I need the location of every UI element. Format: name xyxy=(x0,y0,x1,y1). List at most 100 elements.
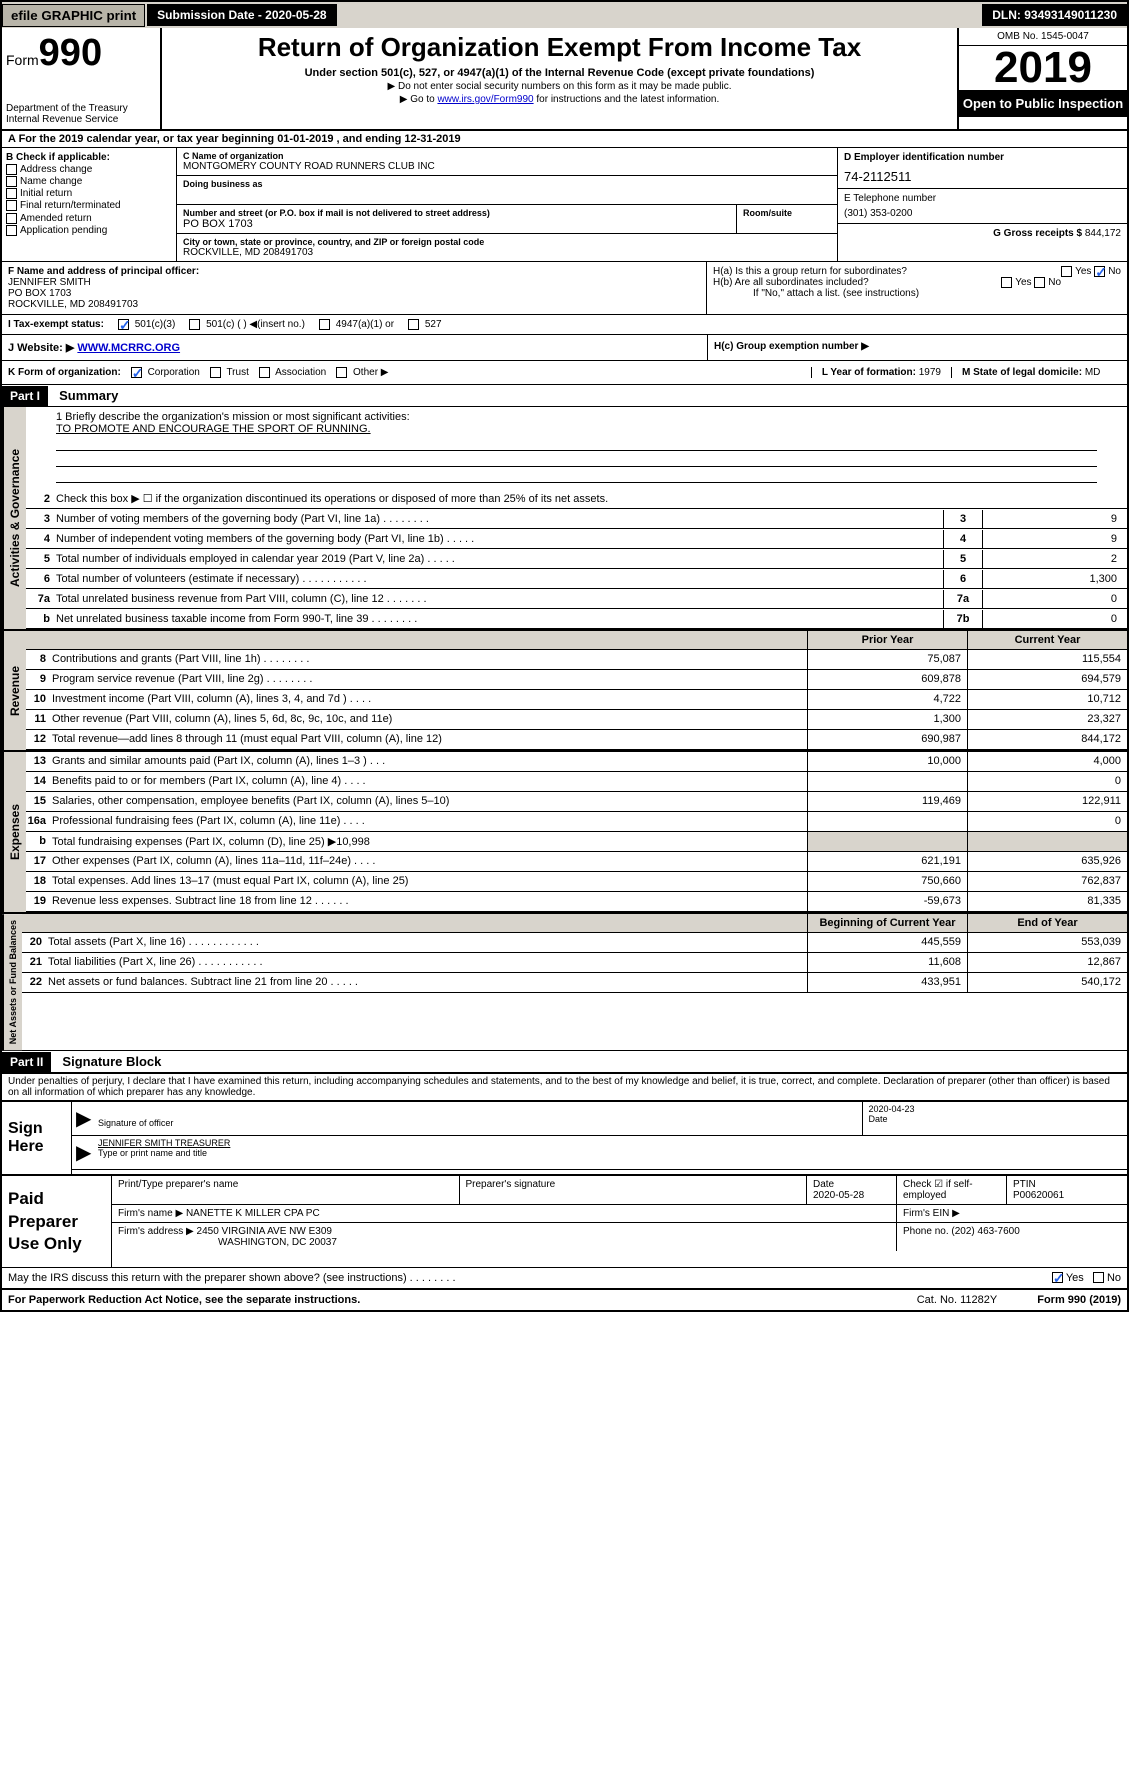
period-row: A For the 2019 calendar year, or tax yea… xyxy=(2,131,1127,148)
note-post: for instructions and the latest informat… xyxy=(534,94,720,105)
checkbox-irs-no[interactable] xyxy=(1093,1272,1104,1283)
checkbox-ha-no[interactable]: ✓ xyxy=(1094,266,1105,277)
data-line: 11Other revenue (Part VIII, column (A), … xyxy=(26,710,1127,730)
print-name-label: Type or print name and title xyxy=(98,1148,1121,1158)
preparer-name-label: Print/Type preparer's name xyxy=(112,1176,460,1204)
street-label: Number and street (or P.O. box if mail i… xyxy=(183,208,730,218)
part-i-header: Part I Summary xyxy=(2,385,1127,407)
l-label: L Year of formation: xyxy=(822,367,916,378)
prep-date-label: Date xyxy=(813,1179,834,1190)
block-c: C Name of organization MONTGOMERY COUNTY… xyxy=(177,148,837,261)
checkbox-corporation[interactable]: ✓ xyxy=(131,367,142,378)
m-label: M State of legal domicile: xyxy=(962,367,1082,378)
checkbox-initial-return[interactable] xyxy=(6,188,17,199)
tax-status-label: I Tax-exempt status: xyxy=(8,319,104,330)
checkbox-amended[interactable] xyxy=(6,213,17,224)
officer-name: JENNIFER SMITH xyxy=(8,277,700,288)
checkbox-association[interactable] xyxy=(259,367,270,378)
h-a-label: H(a) Is this a group return for subordin… xyxy=(713,266,907,277)
checkbox-501c3[interactable]: ✓ xyxy=(118,319,129,330)
data-line: 21Total liabilities (Part X, line 26) . … xyxy=(22,953,1127,973)
net-assets-section: Net Assets or Fund Balances Beginning of… xyxy=(2,914,1127,1051)
instructions-note: ▶ Go to www.irs.gov/Form990 for instruct… xyxy=(170,94,949,105)
officer-addr2: ROCKVILLE, MD 208491703 xyxy=(8,299,700,310)
block-f-h: F Name and address of principal officer:… xyxy=(2,262,1127,385)
data-line: 12Total revenue—add lines 8 through 11 (… xyxy=(26,730,1127,750)
ein-value: 74-2112511 xyxy=(844,169,1121,184)
form-container: efile GRAPHIC print Submission Date - 20… xyxy=(0,0,1129,1312)
part-ii-title: Signature Block xyxy=(54,1051,169,1072)
checkbox-ha-yes[interactable] xyxy=(1061,266,1072,277)
data-line: 19Revenue less expenses. Subtract line 1… xyxy=(26,892,1127,912)
label-final-return: Final return/terminated xyxy=(20,201,121,212)
form-header: Form990 Department of the Treasury Inter… xyxy=(2,28,1127,131)
officer-print-name: JENNIFER SMITH TREASURER xyxy=(98,1138,1121,1148)
paid-preparer-block: Paid Preparer Use Only Print/Type prepar… xyxy=(2,1174,1127,1266)
checkbox-527[interactable] xyxy=(408,319,419,330)
prep-date: 2020-05-28 xyxy=(813,1190,864,1201)
data-line: 13Grants and similar amounts paid (Part … xyxy=(26,752,1127,772)
firm-addr2: WASHINGTON, DC 20037 xyxy=(118,1237,337,1248)
summary-line: 6Total number of volunteers (estimate if… xyxy=(26,569,1127,589)
checkbox-other[interactable] xyxy=(336,367,347,378)
summary-line: 3Number of voting members of the governi… xyxy=(26,509,1127,529)
summary-line: 4Number of independent voting members of… xyxy=(26,529,1127,549)
instructions-link[interactable]: www.irs.gov/Form990 xyxy=(437,94,533,105)
website-row: J Website: ▶ WWW.MCRRC.ORG H(c) Group ex… xyxy=(2,334,1127,360)
website-label: J Website: ▶ xyxy=(8,342,74,354)
checkbox-4947[interactable] xyxy=(319,319,330,330)
efile-print-button[interactable]: efile GRAPHIC print xyxy=(2,4,145,27)
vert-net-assets: Net Assets or Fund Balances xyxy=(2,914,22,1050)
checkbox-pending[interactable] xyxy=(6,225,17,236)
tax-status-row: I Tax-exempt status: ✓ 501(c)(3) 501(c) … xyxy=(2,314,1127,334)
checkbox-501c[interactable] xyxy=(189,319,200,330)
activities-governance: Activities & Governance 1 Briefly descri… xyxy=(2,407,1127,631)
sig-date-label: Date xyxy=(869,1114,1122,1124)
checkbox-final-return[interactable] xyxy=(6,200,17,211)
city-state-zip: ROCKVILLE, MD 208491703 xyxy=(183,247,831,258)
firm-name-label: Firm's name ▶ xyxy=(118,1208,183,1219)
label-name-change: Name change xyxy=(20,176,82,187)
block-h: H(a) Is this a group return for subordin… xyxy=(707,262,1127,314)
label-pending: Application pending xyxy=(20,225,107,236)
org-name-label: C Name of organization xyxy=(183,151,831,161)
sig-date: 2020-04-23 xyxy=(869,1104,1122,1114)
firm-phone: (202) 463-7600 xyxy=(951,1226,1019,1237)
checkbox-hb-no[interactable] xyxy=(1034,277,1045,288)
h-b-note: If "No," attach a list. (see instruction… xyxy=(713,288,1121,299)
part-i-title: Summary xyxy=(51,385,126,406)
firm-ein-label: Firm's EIN ▶ xyxy=(897,1205,1127,1222)
self-employed-label: Check ☑ if self-employed xyxy=(897,1176,1007,1204)
paid-preparer-label: Paid Preparer Use Only xyxy=(2,1176,112,1266)
h-c-label: H(c) Group exemption number ▶ xyxy=(707,335,1127,360)
irs-discuss-row: May the IRS discuss this return with the… xyxy=(2,1267,1127,1288)
vert-expenses: Expenses xyxy=(2,752,26,912)
checkbox-hb-yes[interactable] xyxy=(1001,277,1012,288)
website-link[interactable]: WWW.MCRRC.ORG xyxy=(77,342,180,354)
checkbox-irs-yes[interactable]: ✓ xyxy=(1052,1272,1063,1283)
ptin-value: P00620061 xyxy=(1013,1190,1064,1201)
summary-line: 7aTotal unrelated business revenue from … xyxy=(26,589,1127,609)
checkbox-address-change[interactable] xyxy=(6,164,17,175)
form-title: Return of Organization Exempt From Incom… xyxy=(170,32,949,63)
ssn-note: ▶ Do not enter social security numbers o… xyxy=(170,81,949,92)
summary-line: 2Check this box ▶ ☐ if the organization … xyxy=(26,489,1127,509)
block-b-header: B Check if applicable: xyxy=(6,152,172,163)
catalog-number: Cat. No. 11282Y xyxy=(917,1294,998,1306)
checkbox-trust[interactable] xyxy=(210,367,221,378)
form-footer: Form 990 (2019) xyxy=(1037,1294,1121,1306)
header-left: Form990 Department of the Treasury Inter… xyxy=(2,28,162,129)
ptin-label: PTIN xyxy=(1013,1179,1036,1190)
name-arrow-icon: ▶ xyxy=(72,1136,92,1169)
dba-label: Doing business as xyxy=(183,179,831,189)
form-subtitle: Under section 501(c), 527, or 4947(a)(1)… xyxy=(170,67,949,79)
ein-label: D Employer identification number xyxy=(844,152,1121,163)
data-line: 16aProfessional fundraising fees (Part I… xyxy=(26,812,1127,832)
vert-governance: Activities & Governance xyxy=(2,407,26,629)
checkbox-name-change[interactable] xyxy=(6,176,17,187)
note-pre: ▶ Go to xyxy=(400,94,438,105)
tax-year: 2019 xyxy=(959,46,1127,90)
room-suite-label: Room/suite xyxy=(737,205,837,233)
data-line: 18Total expenses. Add lines 13–17 (must … xyxy=(26,872,1127,892)
data-line: bTotal fundraising expenses (Part IX, co… xyxy=(26,832,1127,852)
